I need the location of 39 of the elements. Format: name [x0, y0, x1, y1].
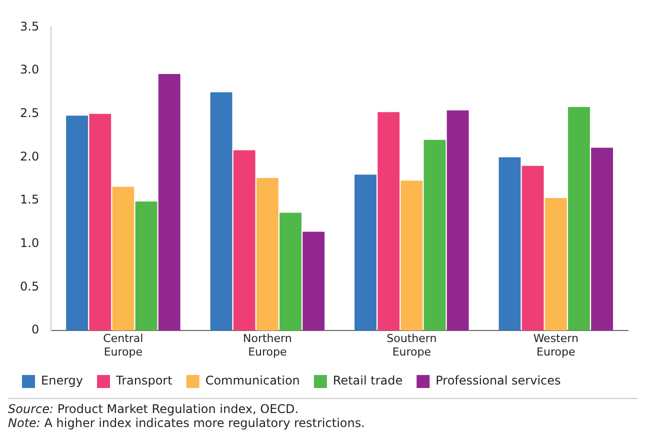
y-tick-label: 0 [31, 322, 40, 337]
bar [591, 148, 613, 331]
bar [302, 232, 325, 331]
bar [89, 114, 112, 331]
bar [446, 110, 469, 331]
source-note: Source: Product Market Regulation index, OECD. [8, 402, 299, 416]
legend-label: Energy [41, 374, 84, 388]
bar [544, 198, 567, 331]
bar [233, 150, 256, 331]
x-tick-label: Northern Europe [243, 332, 292, 358]
bar [280, 212, 302, 331]
x-tick-label: Western Europe [533, 332, 578, 358]
bar [400, 180, 423, 331]
y-tick-label: 3.0 [20, 62, 40, 77]
bar [256, 178, 278, 331]
y-tick-label: 1.0 [20, 236, 40, 250]
y-tick-label: 3.5 [20, 19, 40, 34]
bar [568, 106, 590, 331]
bar [66, 116, 88, 331]
bar [210, 92, 232, 331]
bar [354, 174, 376, 331]
y-tick-label: 2.0 [20, 149, 40, 164]
y-tick-label: 0.5 [20, 279, 40, 294]
legend-label: Professional services [436, 374, 561, 388]
x-tick-label: Central Europe [103, 332, 144, 358]
y-tick-label: 1.5 [20, 192, 40, 207]
bar [158, 74, 180, 331]
x-tick-label: Southern Europe [386, 332, 437, 358]
legend-label: Retail trade [332, 374, 403, 388]
bar [522, 166, 544, 331]
y-tick-label: 2.5 [20, 106, 40, 120]
legend-label: Communication [205, 374, 300, 388]
text: Note: A higher index indicates more regulatory restrictions. [8, 416, 365, 430]
legend-label: Transport [115, 374, 173, 388]
bar [112, 186, 134, 331]
bar [135, 201, 158, 331]
bar [498, 157, 521, 331]
bar [378, 112, 400, 331]
bar [424, 140, 446, 331]
